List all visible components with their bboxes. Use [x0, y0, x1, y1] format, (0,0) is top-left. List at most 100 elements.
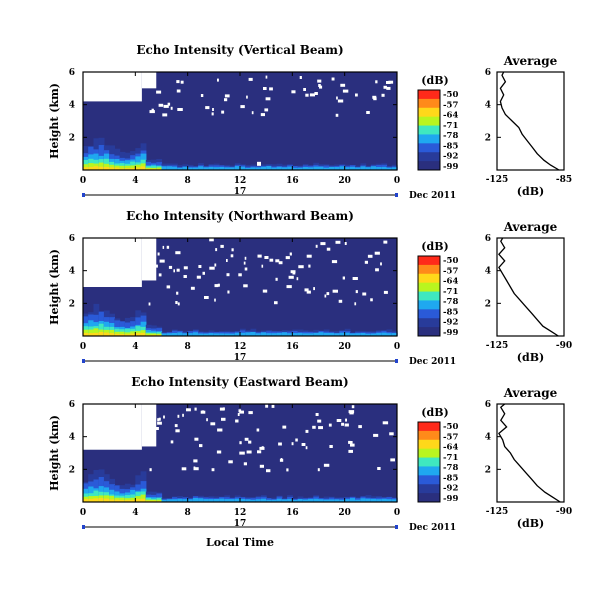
missing-data-speckle: [237, 413, 240, 416]
heatmap-cell: [119, 165, 126, 170]
heatmap-cell: [156, 334, 163, 336]
colorbar-tick-label: -50: [443, 90, 458, 100]
heatmap-cell: [297, 332, 304, 336]
missing-data-speckle: [257, 161, 262, 166]
heatmap-cell: [156, 499, 163, 502]
missing-data-speckle: [317, 79, 322, 83]
missing-data-speckle: [205, 106, 210, 110]
heatmap-cell: [276, 166, 283, 170]
heatmap-cell: [98, 162, 105, 170]
average-x-tick-label: -90: [556, 507, 572, 517]
colorbar-swatch: [418, 264, 440, 275]
missing-data-speckle: [193, 467, 199, 471]
colorbar-swatch: [418, 309, 440, 319]
colorbar-swatch: [418, 448, 440, 459]
missing-data-speckle: [239, 441, 242, 445]
heatmap-cell: [83, 498, 89, 502]
heatmap-cell: [297, 167, 304, 170]
missing-data-speckle: [224, 98, 228, 102]
heatmap-cell: [339, 499, 346, 502]
colorbar-swatch: [418, 493, 440, 503]
missing-data-speckle: [166, 285, 171, 289]
missing-data-speckle: [159, 259, 165, 263]
missing-data-speckle: [186, 408, 191, 412]
missing-data-speckle: [194, 407, 197, 411]
heatmap-cell: [260, 498, 267, 502]
missing-data-speckle: [383, 240, 388, 244]
y-tick-label: 6: [69, 234, 75, 244]
heatmap-cell: [88, 166, 94, 170]
x-axis-label: Local Time: [206, 536, 274, 549]
heatmap-cell: [208, 333, 215, 336]
date-label: Dec 2011: [409, 191, 456, 201]
missing-data-speckle: [318, 426, 323, 430]
y-axis-label: Height (km): [48, 83, 61, 159]
x-tick-label: 16: [286, 176, 299, 186]
heatmap-cell: [187, 499, 194, 502]
heatmap-cell: [151, 500, 157, 502]
missing-data-speckle: [158, 417, 161, 421]
missing-data-speckle: [209, 238, 214, 242]
colorbar-frame: [417, 421, 441, 503]
y-tick-label: 2: [69, 133, 75, 143]
missing-data-speckle: [226, 273, 230, 277]
missing-data-speckle: [244, 437, 249, 441]
heatmap-cell: [124, 168, 131, 170]
missing-data-speckle: [248, 77, 253, 81]
missing-data-speckle: [389, 432, 394, 436]
missing-data-speckle: [265, 404, 269, 408]
missing-data-speckle: [355, 290, 358, 294]
average-frame: [496, 403, 565, 503]
heatmap-cell: [323, 499, 330, 502]
heatmap-cell: [292, 333, 299, 336]
heatmap-cell: [140, 332, 147, 336]
missing-data-speckle: [305, 93, 309, 97]
heatmap-cell: [119, 500, 126, 502]
missing-data-speckle: [152, 427, 154, 431]
heatmap-cell: [266, 333, 272, 336]
missing-data-speckle: [319, 85, 323, 89]
heatmap-cell: [329, 499, 335, 502]
heatmap-cell: [219, 498, 225, 502]
missing-data-speckle: [196, 275, 201, 279]
colorbar-swatch: [418, 327, 440, 337]
missing-data-speckle: [175, 301, 178, 304]
missing-data-speckle: [366, 111, 370, 114]
x-tick-label: 8: [185, 342, 191, 352]
colorbar-swatch: [418, 90, 440, 100]
date-label: Dec 2011: [409, 523, 456, 533]
heatmap-cell: [365, 167, 372, 170]
heatmap-cell: [318, 332, 325, 336]
missing-data-speckle: [390, 458, 395, 462]
missing-data-speckle: [170, 106, 173, 110]
average-title: Average: [503, 54, 558, 68]
colorbar-swatch: [418, 125, 440, 135]
missing-data-speckle: [259, 464, 264, 468]
missing-data-speckle: [375, 80, 378, 84]
heatmap-cell: [391, 167, 398, 170]
missing-data-speckle: [312, 425, 316, 429]
missing-data-speckle: [326, 247, 331, 251]
heatmap-cell: [386, 499, 393, 502]
colorbar-tick-label: -71: [443, 121, 458, 131]
missing-data-speckle: [342, 276, 345, 280]
missing-data-speckle: [260, 113, 265, 117]
colorbar-tick-label: -78: [443, 297, 458, 307]
heatmap-cell: [119, 497, 126, 502]
heatmap-cell: [182, 333, 189, 336]
heatmap-cell: [187, 167, 194, 170]
heatmap-cell: [156, 167, 163, 170]
heatmap-cell: [224, 333, 231, 336]
heatmap-cell: [292, 167, 299, 170]
heatmap-cell: [245, 332, 251, 336]
average-profile-line: [498, 237, 559, 337]
x-tick-label: 20: [338, 508, 351, 518]
average-title: Average: [503, 386, 558, 400]
heatmap-cell: [297, 499, 304, 502]
missing-data-speckle: [193, 459, 198, 463]
heatmap-cell: [203, 167, 210, 170]
colorbar-tick-label: -57: [443, 432, 458, 442]
heatmap-cell: [229, 167, 236, 170]
heatmap-cell: [370, 498, 377, 502]
